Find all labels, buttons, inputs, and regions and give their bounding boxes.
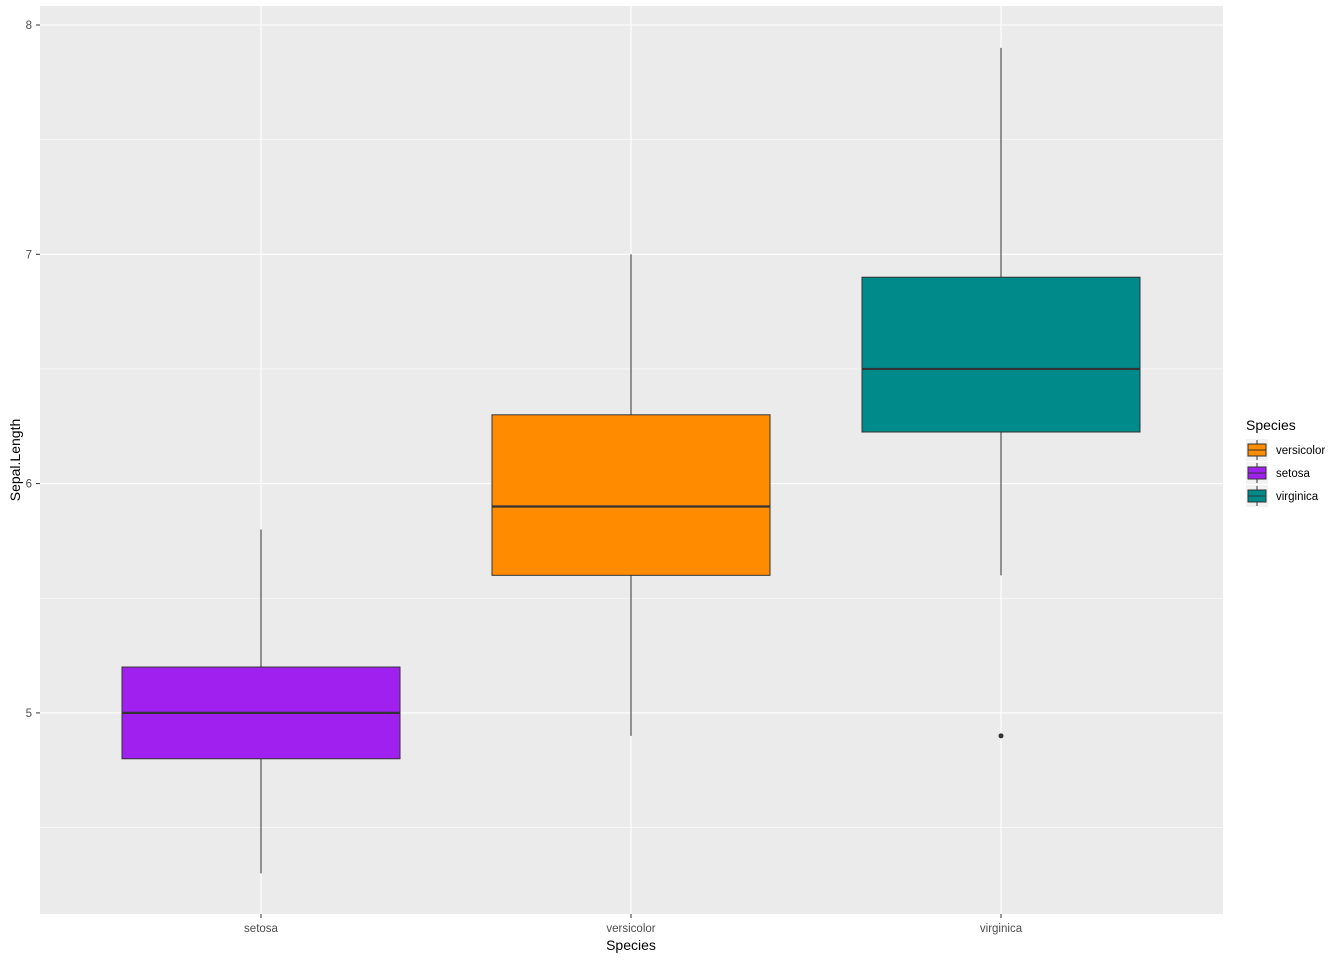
y-tick-label: 5 [26, 708, 32, 720]
legend-label: virginica [1276, 491, 1319, 503]
box-versicolor [491, 254, 771, 736]
box-body [861, 276, 1141, 433]
y-tick-label: 6 [26, 479, 32, 491]
x-tick-label: virginica [980, 923, 1023, 935]
box-setosa [121, 529, 401, 874]
legend-item-setosa: setosa [1246, 462, 1310, 484]
legend-label: setosa [1276, 468, 1310, 480]
x-axis-title: Species [606, 937, 656, 953]
x-axis: setosa versicolor virginica [244, 914, 1023, 935]
box-virginica [861, 47, 1141, 739]
y-axis-title: Sepal.Length [7, 419, 23, 502]
x-tick-label: versicolor [606, 923, 655, 935]
outlier-point [998, 733, 1004, 739]
legend: Species versicolor setosa virginica [1246, 417, 1325, 507]
x-tick-label: setosa [244, 923, 278, 935]
boxes [121, 47, 1141, 874]
box-body [491, 414, 771, 576]
legend-label: versicolor [1276, 445, 1325, 457]
y-tick-label: 7 [26, 249, 32, 261]
y-tick-label: 8 [26, 20, 32, 32]
y-axis: 5 6 7 8 [26, 20, 40, 720]
legend-item-virginica: virginica [1246, 485, 1319, 507]
legend-title: Species [1246, 417, 1296, 433]
legend-item-versicolor: versicolor [1246, 439, 1325, 461]
